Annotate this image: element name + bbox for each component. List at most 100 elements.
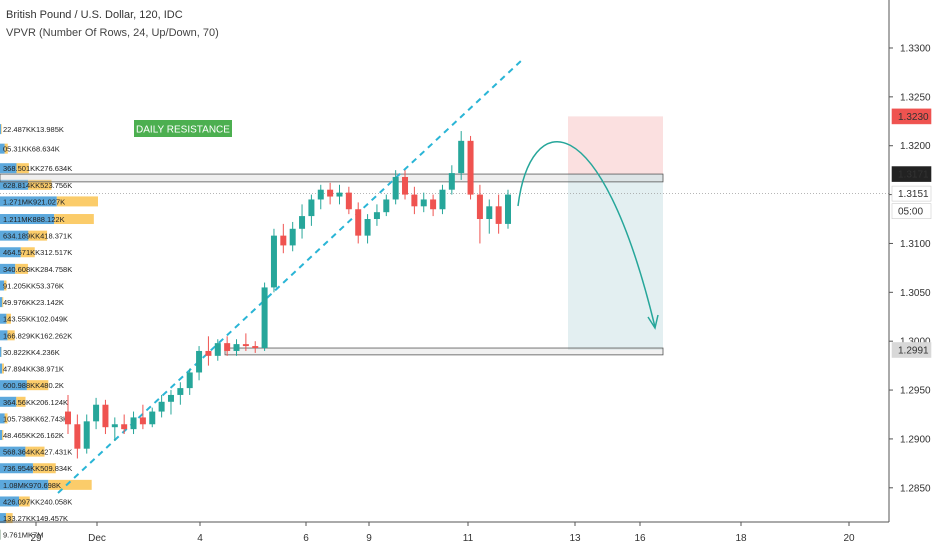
x-tick-label: 13 [569, 533, 581, 544]
price-tag-label: 1.3171 [898, 170, 929, 181]
x-tick-label: Dec [88, 533, 106, 544]
trendline-layer [57, 59, 523, 494]
candle-body [420, 199, 427, 207]
candle-body [121, 424, 128, 430]
x-tick-label: 11 [463, 533, 474, 544]
vp-row-label: 736.954KK509.834K [3, 464, 72, 473]
candle-body [270, 235, 277, 288]
x-tick-label: 16 [634, 533, 646, 544]
candle-body [486, 206, 493, 220]
vp-bar-up [0, 380, 27, 391]
vp-bar-down [6, 313, 11, 324]
candle-body [448, 173, 455, 190]
price-tag-bg [891, 342, 932, 358]
candle-body [505, 194, 511, 224]
vp-row-label: 364.56KK206.124K [3, 398, 68, 407]
candle-body [355, 209, 362, 236]
vp-row-label: 1.08MK970.698K [3, 481, 61, 490]
vp-bar-up [0, 179, 29, 190]
vp-bar-up [0, 496, 20, 507]
candle-body [167, 394, 174, 402]
projection-arrowhead [647, 314, 659, 330]
candle-body [261, 287, 268, 349]
candle-body [364, 219, 371, 236]
vp-row-label: 1.271MK921.027K [3, 197, 65, 206]
vp-bar-down [25, 446, 45, 457]
candle-body [83, 421, 90, 449]
candle-body [430, 199, 437, 210]
stop-zone [568, 116, 663, 175]
candle-body [139, 417, 146, 425]
price-tag-bg [891, 108, 932, 125]
candle-body [233, 344, 240, 351]
support-zone [224, 347, 664, 356]
candle-body [186, 372, 193, 389]
vp-bar-down [5, 513, 13, 524]
chart-title: British Pound / U.S. Dollar, 120, IDC [6, 9, 183, 21]
vp-row-label: 464.571KK312.517K [3, 248, 72, 257]
candle-body [495, 206, 502, 224]
vp-bar-down [4, 280, 7, 291]
vp-bar-up [0, 196, 57, 207]
price-tag-label: 1.3230 [898, 112, 929, 123]
vp-row-label: 600.988KK480.2K [3, 381, 64, 390]
candle-body [111, 424, 118, 428]
vp-bar-up [0, 263, 16, 274]
price-tag-bg [891, 166, 932, 182]
candle-body [280, 235, 287, 246]
candle-body [158, 401, 165, 412]
candle-body [196, 350, 203, 373]
vp-bar-up [0, 280, 5, 291]
vp-row-label: 143.55KK102.049K [3, 315, 68, 324]
y-tick-label: 1.3300 [900, 43, 931, 54]
vp-bar-down [4, 143, 8, 154]
target-zone [568, 174, 663, 350]
vp-bar-down [56, 196, 98, 207]
candle-body [177, 388, 184, 395]
annotation-text: DAILY RESISTANCE [136, 125, 230, 136]
indicator-label: VPVR (Number Of Rows, 24, Up/Down, 70) [6, 27, 219, 39]
vp-bar-down [15, 263, 28, 274]
candle-body [224, 343, 231, 351]
vp-bar-down [54, 214, 94, 225]
price-tag-label: 1.2991 [898, 345, 929, 356]
y-tick-label: 1.3250 [900, 92, 931, 103]
volume-profile: 22.487KK13.985K 05.31KK68.634K 368.501KK27… [0, 124, 98, 540]
y-tick-label: 1.2850 [900, 483, 931, 494]
vp-bar-down [16, 163, 29, 174]
vp-bar-down [28, 179, 52, 190]
vp-bar-up [0, 346, 2, 357]
vp-bar-up [0, 214, 55, 225]
candle-body [299, 216, 306, 229]
vp-row-label: 133.27KK149.457K [3, 514, 68, 523]
candle-body [476, 194, 483, 220]
candle-body [149, 411, 156, 425]
vp-bar-up [0, 363, 3, 374]
price-tag-bg [891, 185, 932, 202]
vp-row-label: 340.608KK284.758K [3, 265, 72, 274]
projection-arrow [517, 141, 659, 330]
vp-row-label: 634.189KK418.371K [3, 232, 72, 241]
vp-bar-up [0, 463, 33, 474]
vp-row-label: 48.465KK26.162K [3, 431, 64, 440]
vp-bar-down [26, 380, 49, 391]
vp-bar-down [20, 247, 35, 258]
candle-body [392, 176, 399, 200]
vp-row-label: 1.211MK888.122K [3, 215, 65, 224]
vp-bar-down [2, 363, 4, 374]
vp-bar-up [0, 513, 6, 524]
zones-layer [568, 116, 663, 350]
candles-layer[interactable] [65, 131, 511, 459]
vp-bar-up [0, 313, 7, 324]
resistance-zone [0, 173, 664, 183]
vp-row-label: 568.364KK427.431K [3, 448, 72, 457]
candle-body [65, 411, 71, 425]
candle-body [411, 194, 418, 207]
vp-bar-up [0, 396, 17, 407]
candle-body [467, 140, 474, 195]
vp-bar-up [0, 163, 17, 174]
candle-body [458, 140, 465, 174]
x-tick-label: 6 [303, 533, 309, 544]
vp-row-label: 91.205KK53.376K [3, 281, 64, 290]
